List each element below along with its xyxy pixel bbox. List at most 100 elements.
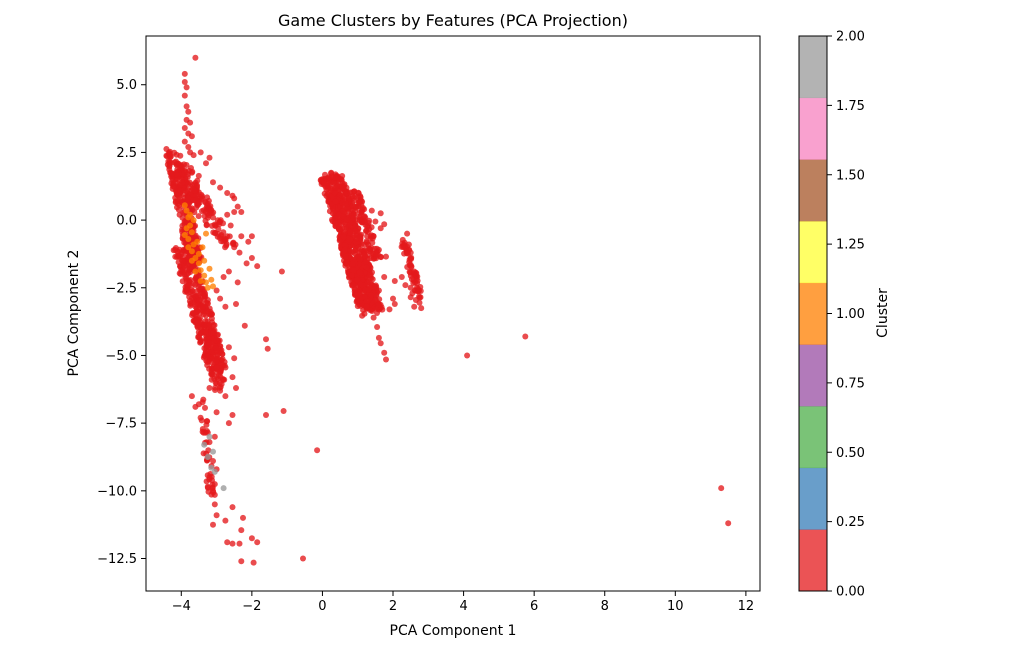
scatter-point-cluster-0 bbox=[355, 189, 362, 196]
y-tick-label: −7.5 bbox=[105, 417, 137, 432]
colorbar-tick-label: 1.25 bbox=[836, 238, 865, 253]
scatter-point-cluster-0 bbox=[405, 241, 412, 248]
scatter-point-cluster-0 bbox=[197, 324, 204, 331]
scatter-point-cluster-1 bbox=[195, 260, 202, 267]
scatter-point-cluster-0 bbox=[220, 274, 227, 280]
scatter-point-cluster-0 bbox=[233, 385, 239, 391]
scatter-point-cluster-0 bbox=[212, 230, 219, 237]
scatter-point-cluster-0 bbox=[181, 263, 188, 270]
scatter-point-cluster-0 bbox=[188, 133, 195, 140]
scatter-point-cluster-0 bbox=[354, 276, 361, 283]
scatter-point-cluster-0 bbox=[361, 252, 368, 259]
scatter-point-cluster-0 bbox=[369, 239, 376, 246]
scatter-point-cluster-0 bbox=[349, 281, 356, 288]
scatter-point-cluster-0 bbox=[352, 286, 359, 293]
scatter-point-cluster-0 bbox=[381, 349, 388, 356]
scatter-point-cluster-0 bbox=[363, 258, 369, 265]
colorbar-segment bbox=[799, 529, 827, 592]
scatter-point-cluster-0 bbox=[363, 298, 370, 305]
scatter-point-cluster-0 bbox=[229, 412, 236, 418]
scatter-point-cluster-1 bbox=[206, 265, 213, 272]
scatter-point-cluster-0 bbox=[357, 281, 364, 288]
scatter-point-cluster-0 bbox=[189, 168, 196, 175]
scatter-point-cluster-0 bbox=[174, 166, 181, 173]
scatter-point-cluster-1 bbox=[204, 284, 211, 291]
scatter-point-cluster-0 bbox=[321, 180, 328, 187]
x-tick-label: −4 bbox=[172, 599, 191, 614]
scatter-point-cluster-0 bbox=[204, 483, 211, 490]
scatter-point-cluster-0 bbox=[226, 233, 233, 240]
scatter-point-cluster-0 bbox=[217, 184, 224, 191]
scatter-point-cluster-0 bbox=[225, 420, 232, 427]
scatter-point-cluster-0 bbox=[406, 268, 413, 275]
scatter-point-cluster-0 bbox=[264, 345, 271, 352]
colorbar-segment bbox=[799, 97, 827, 160]
scatter-point-cluster-0 bbox=[182, 286, 189, 293]
scatter-point-cluster-0 bbox=[185, 181, 192, 187]
scatter-point-cluster-1 bbox=[181, 232, 188, 238]
scatter-point-cluster-0 bbox=[179, 179, 186, 186]
scatter-point-cluster-0 bbox=[229, 374, 236, 381]
scatter-point-cluster-0 bbox=[206, 439, 213, 446]
scatter-point-cluster-0 bbox=[187, 269, 194, 275]
scatter-point-cluster-0 bbox=[213, 287, 220, 294]
x-tick-label: 12 bbox=[738, 599, 755, 614]
colorbar-tick-label: 0.75 bbox=[836, 376, 865, 391]
scatter-point-cluster-0 bbox=[363, 303, 370, 310]
scatter-point-cluster-0 bbox=[375, 301, 382, 308]
scatter-point-cluster-0 bbox=[356, 234, 362, 241]
scatter-point-cluster-0 bbox=[374, 324, 381, 330]
scatter-point-cluster-0 bbox=[240, 514, 246, 521]
scatter-point-cluster-0 bbox=[347, 189, 354, 196]
scatter-point-cluster-1 bbox=[201, 257, 208, 264]
scatter-point-cluster-0 bbox=[402, 282, 409, 289]
scatter-point-cluster-0 bbox=[359, 312, 366, 319]
scatter-point-cluster-0 bbox=[205, 358, 212, 365]
scatter-point-cluster-0 bbox=[347, 236, 354, 243]
colorbar: 0.00 0.25 0.50 0.75 1.00 1.25 1.50 1.75 2.00 bbox=[798, 30, 865, 600]
scatter-point-cluster-0 bbox=[248, 233, 255, 240]
scatter-point-cluster-0 bbox=[222, 237, 229, 244]
scatter-point-cluster-0 bbox=[200, 303, 206, 310]
scatter-point-cluster-0 bbox=[336, 234, 343, 240]
scatter-point-cluster-1 bbox=[183, 225, 190, 232]
scatter-point-cluster-0 bbox=[367, 246, 373, 253]
scatter-point-cluster-0 bbox=[191, 281, 198, 288]
scatter-point-cluster-0 bbox=[391, 278, 398, 284]
scatter-point-cluster-0 bbox=[208, 207, 215, 213]
colorbar-segment bbox=[799, 221, 827, 284]
scatter-point-cluster-0 bbox=[220, 229, 227, 236]
scatter-point-cluster-0 bbox=[329, 210, 336, 217]
scatter-point-cluster-0 bbox=[360, 204, 366, 211]
colorbar-segment bbox=[799, 406, 827, 469]
scatter-point-cluster-0 bbox=[217, 217, 224, 224]
scatter-point-cluster-2 bbox=[210, 448, 216, 455]
scatter-point-cluster-0 bbox=[367, 255, 374, 262]
scatter-point-cluster-1 bbox=[195, 250, 202, 257]
scatter-point-cluster-0 bbox=[171, 159, 178, 166]
scatter-point-cluster-0 bbox=[248, 255, 255, 261]
scatter-point-cluster-0 bbox=[169, 170, 176, 177]
scatter-point-cluster-0 bbox=[192, 54, 199, 61]
scatter-point-cluster-0 bbox=[338, 190, 345, 197]
scatter-point-cluster-0 bbox=[163, 146, 170, 152]
scatter-point-cluster-0 bbox=[343, 253, 349, 260]
scatter-point-cluster-0 bbox=[229, 540, 236, 547]
scatter-point-cluster-0 bbox=[349, 260, 356, 267]
scatter-point-cluster-0 bbox=[222, 303, 229, 310]
scatter-point-cluster-1 bbox=[199, 244, 206, 251]
y-tick-label: 5.0 bbox=[116, 78, 137, 93]
x-tick-label: 0 bbox=[318, 599, 326, 614]
scatter-point-cluster-0 bbox=[363, 238, 370, 245]
scatter-point-cluster-0 bbox=[344, 259, 351, 266]
scatter-point-cluster-0 bbox=[263, 412, 269, 418]
scatter-point-cluster-0 bbox=[381, 274, 388, 280]
scatter-point-cluster-0 bbox=[217, 295, 224, 302]
colorbar-segment bbox=[799, 282, 827, 345]
y-axis-label: PCA Component 2 bbox=[66, 250, 82, 377]
scatter-point-cluster-0 bbox=[368, 207, 375, 214]
scatter-point-cluster-0 bbox=[408, 276, 415, 283]
scatter-point-cluster-0 bbox=[464, 352, 471, 359]
